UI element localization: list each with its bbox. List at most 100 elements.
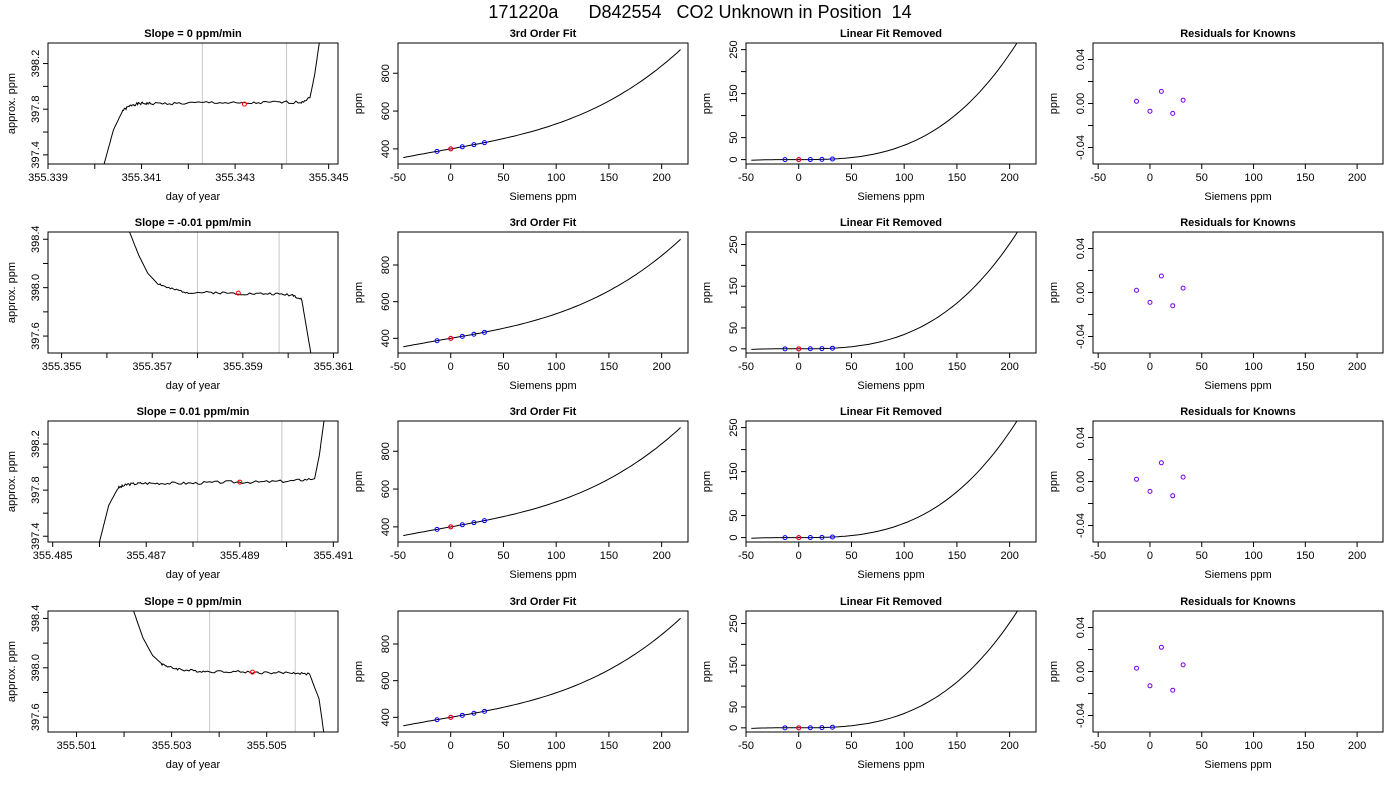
residual-point bbox=[1147, 299, 1153, 305]
fit-curve bbox=[403, 427, 681, 537]
x-tick-label: 50 bbox=[845, 740, 857, 752]
y-tick-label: 397.8 bbox=[30, 95, 42, 123]
plot-area bbox=[751, 421, 1018, 541]
fit-curve bbox=[403, 617, 681, 727]
x-tick-label: 355.491 bbox=[313, 550, 353, 562]
y-axis-label: ppm bbox=[1048, 282, 1060, 303]
x-tick-label: 50 bbox=[1196, 361, 1208, 373]
plot-frame bbox=[397, 42, 689, 165]
y-axis-label: ppm bbox=[1048, 93, 1060, 114]
residual-point bbox=[1158, 460, 1164, 466]
x-tick-label: 100 bbox=[1244, 550, 1262, 562]
panel-linear_removed-row1: Linear Fit Removed -50 0 50 100 150 200 0 50 150 2… bbox=[701, 28, 1037, 203]
x-axis-label: day of year bbox=[166, 569, 221, 581]
known-point bbox=[459, 144, 465, 150]
known-point bbox=[782, 725, 788, 731]
x-tick-label: 150 bbox=[1296, 550, 1314, 562]
y-tick-label: -0.04 bbox=[1075, 513, 1087, 538]
y-tick-label: 0 bbox=[728, 725, 740, 731]
panel-title: Linear Fit Removed bbox=[840, 406, 942, 418]
residual-point bbox=[1158, 644, 1164, 650]
x-tick-label: 0 bbox=[448, 361, 454, 373]
plot-area bbox=[99, 421, 325, 542]
residual-point bbox=[1134, 287, 1139, 293]
panel-title: Linear Fit Removed bbox=[840, 217, 942, 229]
x-axis-label: Siemens ppm bbox=[1204, 759, 1271, 771]
panel-title: 3rd Order Fit bbox=[510, 596, 577, 608]
x-tick-label: 200 bbox=[1000, 361, 1018, 373]
x-axis-label: Siemens ppm bbox=[857, 759, 924, 771]
x-tick-label: 200 bbox=[652, 361, 670, 373]
x-tick-label: 200 bbox=[1348, 172, 1366, 184]
y-tick-label: 0 bbox=[728, 157, 740, 163]
trace-line bbox=[129, 232, 312, 353]
y-axis-label: ppm bbox=[1048, 471, 1060, 492]
y-axis-label: ppm bbox=[353, 661, 365, 682]
y-axis-label: ppm bbox=[701, 471, 713, 492]
residual-point bbox=[1180, 662, 1186, 668]
x-tick-label: 150 bbox=[600, 740, 618, 752]
y-axis-label: approx. ppm bbox=[6, 262, 18, 323]
panel-title: Slope = 0 ppm/min bbox=[144, 596, 242, 608]
x-tick-label: 0 bbox=[448, 740, 454, 752]
panel-title: 3rd Order Fit bbox=[510, 28, 577, 40]
known-point bbox=[782, 535, 788, 541]
known-point bbox=[434, 717, 440, 723]
known-point bbox=[782, 157, 788, 163]
y-tick-label: 398.2 bbox=[30, 430, 42, 458]
x-tick-label: 50 bbox=[845, 361, 857, 373]
y-tick-label: 50 bbox=[728, 509, 740, 521]
y-tick-label: 0.04 bbox=[1075, 49, 1087, 70]
plot-frame bbox=[1092, 42, 1384, 165]
y-tick-label: 397.8 bbox=[30, 476, 42, 504]
known-point bbox=[481, 708, 487, 714]
x-tick-label: 200 bbox=[1000, 172, 1018, 184]
x-tick-label: 150 bbox=[1296, 740, 1314, 752]
sample-point bbox=[237, 479, 243, 485]
x-axis-label: day of year bbox=[166, 380, 221, 392]
x-tick-label: 355.489 bbox=[220, 550, 260, 562]
plot-area bbox=[751, 611, 1019, 731]
x-tick-label: 100 bbox=[547, 740, 565, 752]
y-tick-label: 600 bbox=[380, 102, 392, 120]
plot-frame bbox=[1092, 231, 1384, 354]
y-tick-label: 250 bbox=[728, 235, 740, 253]
trace-line bbox=[133, 611, 325, 732]
residual-point bbox=[1134, 98, 1139, 104]
known-point bbox=[782, 346, 788, 352]
panel-cubic_fit-row4: 3rd Order Fit -50 0 50 100 150 200 400 600 800 Sie… bbox=[353, 596, 689, 771]
residual-point bbox=[1170, 493, 1176, 499]
known-point bbox=[434, 148, 440, 154]
x-tick-label: 0 bbox=[796, 172, 802, 184]
y-tick-label: 398.2 bbox=[30, 50, 42, 78]
plot-area bbox=[403, 617, 681, 727]
plot-frame bbox=[397, 610, 689, 733]
x-tick-label: -50 bbox=[738, 361, 754, 373]
plot-frame bbox=[397, 420, 689, 543]
x-tick-label: 355.341 bbox=[122, 172, 162, 184]
x-tick-label: 100 bbox=[1244, 361, 1262, 373]
residual-point bbox=[1158, 273, 1164, 279]
panel-title: Slope = -0.01 ppm/min bbox=[135, 217, 252, 229]
known-point bbox=[807, 346, 813, 352]
trace-line bbox=[99, 421, 325, 542]
x-tick-label: 355.501 bbox=[57, 740, 97, 752]
y-tick-label: 150 bbox=[728, 462, 740, 480]
y-tick-label: 50 bbox=[728, 322, 740, 334]
y-tick-label: 0.04 bbox=[1075, 238, 1087, 259]
fit-curve bbox=[751, 232, 1019, 350]
x-tick-label: 50 bbox=[497, 740, 509, 752]
residual-point bbox=[1147, 488, 1153, 494]
panel-title: Residuals for Knowns bbox=[1180, 406, 1296, 418]
x-tick-label: 355.487 bbox=[126, 550, 166, 562]
y-axis-label: ppm bbox=[701, 661, 713, 682]
plot-area bbox=[103, 43, 320, 164]
x-tick-label: 200 bbox=[1348, 361, 1366, 373]
x-tick-label: 50 bbox=[497, 361, 509, 373]
x-tick-label: 100 bbox=[547, 550, 565, 562]
y-tick-label: 398.4 bbox=[30, 225, 42, 253]
x-tick-label: 150 bbox=[600, 550, 618, 562]
known-point bbox=[434, 338, 440, 344]
trace-line bbox=[103, 43, 320, 164]
sample-point bbox=[235, 290, 241, 296]
